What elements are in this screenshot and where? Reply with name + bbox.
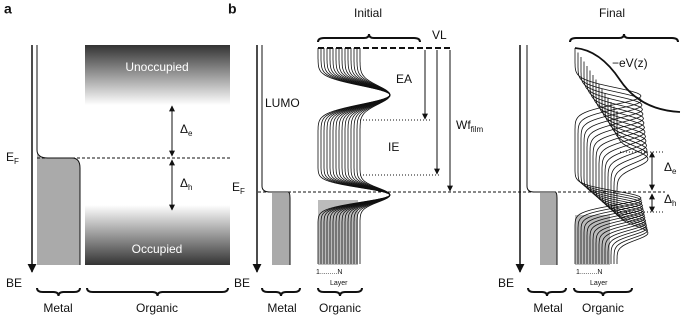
wf-label: Wffilm [456, 118, 483, 134]
dos-curve [350, 48, 391, 264]
be-label: BE [234, 276, 250, 290]
ea-label: EA [396, 72, 412, 86]
metal-dos-edge [526, 45, 558, 265]
brace [317, 287, 363, 297]
brace [36, 287, 81, 297]
dos-curve [610, 102, 648, 264]
be-label: BE [6, 276, 22, 290]
panel-title: Final [599, 6, 625, 20]
dos-curve [332, 48, 391, 264]
ie-label: IE [388, 140, 399, 154]
brace-label: Metal [267, 301, 296, 315]
dos-curve [583, 61, 644, 264]
dos-curve [589, 70, 644, 264]
braces [36, 33, 679, 297]
unoccupied-band [85, 45, 230, 105]
dos-curve [592, 75, 645, 264]
lumo-label: LUMO [265, 96, 300, 110]
dos-curve [344, 48, 391, 264]
dos-curve [335, 48, 391, 264]
metal-dos [37, 45, 80, 265]
metal-dos [540, 193, 557, 265]
band-label: Unoccupied [125, 60, 188, 74]
dos-curve [347, 48, 391, 264]
vl-label: VL [432, 28, 447, 42]
ef-label: EF [6, 150, 19, 166]
ef-label: EF [232, 180, 245, 196]
brace-label: Metal [533, 301, 562, 315]
dos-curve [604, 93, 647, 264]
layer-range: 1.........N [316, 269, 342, 276]
dos-curve [598, 84, 646, 264]
potential-curve [574, 47, 681, 113]
dos-curve [341, 48, 391, 264]
delta-e-label: Δe [664, 160, 677, 176]
band-label: Occupied [132, 242, 183, 256]
delta-h-label: Δh [664, 192, 676, 208]
dos-curve [329, 48, 391, 264]
dos-curve [353, 48, 391, 264]
dos-curve [580, 57, 643, 264]
brace [261, 287, 301, 297]
brace [569, 33, 679, 43]
metal-dos [272, 193, 290, 265]
be-label: BE [498, 276, 514, 290]
organic-dos [574, 47, 681, 264]
brace [317, 33, 421, 43]
brace [86, 287, 229, 297]
dos-curve [613, 106, 648, 264]
dos-curve [616, 111, 649, 264]
brace-label: Organic [582, 301, 624, 315]
brace-label: Organic [319, 301, 361, 315]
brace [573, 287, 633, 297]
layer-label: Layer [330, 280, 348, 287]
delta-e-label: Δe [180, 122, 193, 138]
brace-label: Organic [136, 301, 178, 315]
dos-curve [338, 48, 391, 264]
layer-range: 1.........N [576, 269, 602, 276]
brace-label: Metal [43, 301, 72, 315]
homo-label: HOMO [382, 207, 419, 221]
dos-curve [359, 48, 391, 264]
panel-label: a [4, 1, 12, 17]
brace [527, 287, 567, 297]
panel-label: b [228, 1, 237, 17]
dos-curve [356, 48, 391, 264]
dos-curve [607, 97, 647, 264]
potential-label: −eV(z) [612, 56, 648, 70]
delta-h-label: Δh [180, 176, 192, 192]
panel-title: Initial [354, 6, 382, 20]
organic-dos [317, 48, 391, 264]
occupied-band [85, 205, 230, 265]
layer-label: Layer [590, 280, 608, 287]
